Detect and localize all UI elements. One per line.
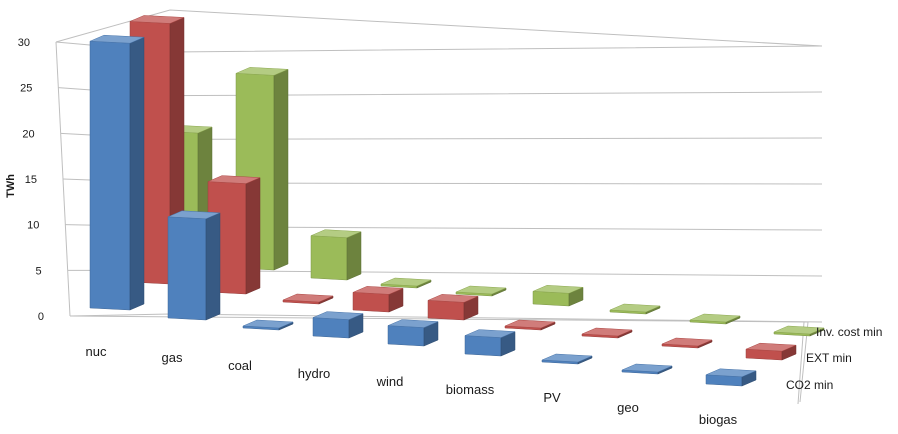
y-tick-labels: 0 5 10 15 20 25 30 xyxy=(18,37,44,323)
y-tick-label: 5 xyxy=(36,265,42,277)
category-label-biomass: biomass xyxy=(446,382,495,397)
bar-co2-min-hydro xyxy=(312,311,364,339)
category-label-coal: coal xyxy=(228,358,252,373)
bar-ext-min-geo xyxy=(661,337,713,349)
category-label-wind: wind xyxy=(376,374,404,389)
y-tick-label: 30 xyxy=(18,37,30,49)
y-tick-label: 20 xyxy=(22,128,34,140)
series-label-inv-cost-min: Inv. cost min xyxy=(816,325,882,339)
bar-ext-min-biomass xyxy=(504,319,556,331)
category-labels: nuc gas coal hydro wind biomass PV geo biogas xyxy=(86,344,738,427)
category-label-hydro: hydro xyxy=(298,366,331,381)
bar-co2-min-wind xyxy=(387,319,439,347)
category-label-pv: PV xyxy=(543,390,561,405)
bar-co2-min-geo xyxy=(621,363,673,375)
series-label-ext-min: EXT min xyxy=(806,351,852,365)
y-tick-label: 10 xyxy=(27,220,39,232)
bar-co2-min-nuc xyxy=(89,34,145,311)
y-tick-label: 15 xyxy=(25,174,37,186)
bar-inv-cost-min-biogas xyxy=(773,325,825,337)
category-label-geo: geo xyxy=(617,400,639,415)
bar-ext-min-coal xyxy=(282,293,334,305)
y-tick-label: 0 xyxy=(38,311,44,323)
bar-inv-cost-min-wind xyxy=(455,285,507,297)
y-axis-label: TWh xyxy=(5,174,17,198)
series-label-co2-min: CO2 min xyxy=(786,378,833,392)
category-label-gas: gas xyxy=(162,350,183,365)
y-tick-label: 25 xyxy=(20,83,32,95)
bar-inv-cost-min-hydro xyxy=(380,277,432,289)
bar-inv-cost-min-geo xyxy=(689,313,741,325)
bar-inv-cost-min-pv xyxy=(609,303,661,315)
bar-ext-min-biogas xyxy=(745,342,797,361)
bar-co2-min-gas xyxy=(167,210,221,321)
bar-inv-cost-min-biomass xyxy=(532,285,584,307)
category-label-biogas: biogas xyxy=(699,412,738,427)
bar-inv-cost-min-coal xyxy=(310,229,362,281)
bar-ext-min-hydro xyxy=(352,286,404,313)
bar-co2-min-biomass xyxy=(464,329,516,357)
bar-co2-min-coal xyxy=(242,319,294,331)
bar-co2-min-pv xyxy=(541,353,593,365)
series-labels: CO2 min EXT min Inv. cost min xyxy=(786,325,882,392)
bar-co2-min-biogas xyxy=(705,368,757,387)
bar-ext-min-pv xyxy=(581,327,633,339)
bars xyxy=(89,15,825,387)
category-label-nuc: nuc xyxy=(86,344,107,359)
bar-ext-min-wind xyxy=(427,294,479,321)
